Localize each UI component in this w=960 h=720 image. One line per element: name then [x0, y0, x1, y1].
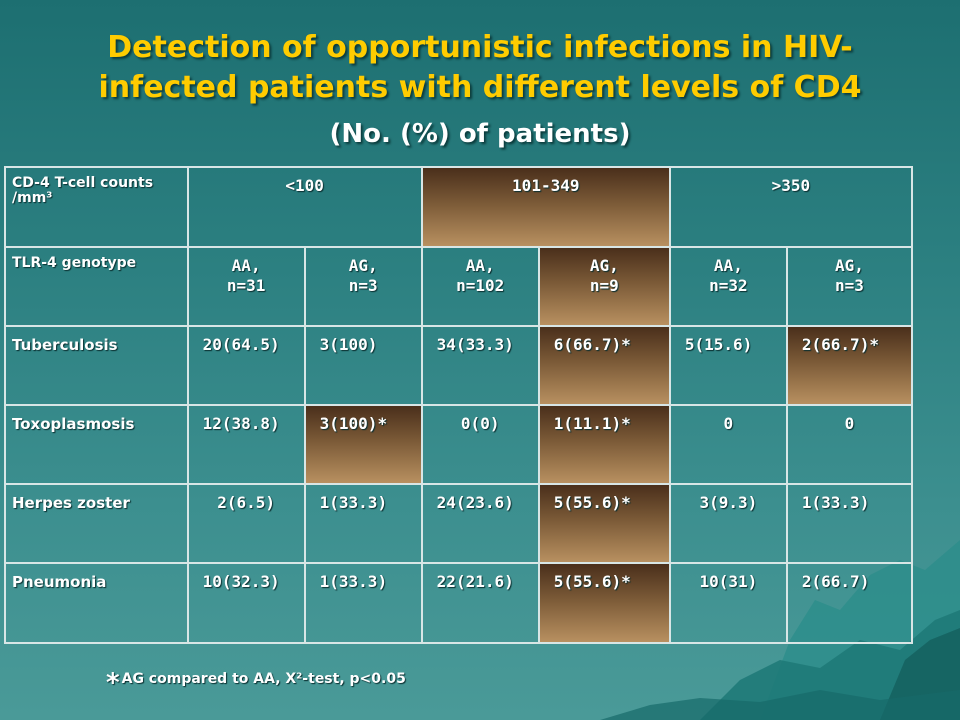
- table-cell: 10(32.3): [186, 562, 306, 644]
- table-cell: 10(31): [668, 562, 788, 644]
- footnote: * AG compared to AA, X²-test, p<0.05: [106, 668, 406, 698]
- slide-subtitle: (No. (%) of patients): [329, 119, 631, 149]
- table-cell: 3(100): [303, 325, 423, 406]
- table-cell: 0: [785, 404, 914, 485]
- title-line-1: Detection of opportunistic infections in…: [107, 30, 853, 65]
- table-cell: 20(64.5): [186, 325, 306, 406]
- genotype-count: n=31: [226, 276, 266, 295]
- genotype-cell: AG, n=3: [303, 246, 423, 327]
- genotype-row: TLR-4 genotype AA, n=31 AG, n=3 AA, n=102 A…: [4, 246, 914, 327]
- genotype-name: AA,: [231, 256, 261, 275]
- group-header-over-350: >350: [668, 166, 914, 248]
- table-cell: 0: [668, 404, 788, 485]
- table-cell: 3(100)*: [303, 404, 423, 485]
- infection-table: CD-4 T-cell counts /mm³ <100 101-349 >35…: [4, 166, 914, 644]
- table-cell: 6(66.7)*: [537, 325, 671, 406]
- table-cell: 1(33.3): [303, 562, 423, 644]
- group-header-under-100: <100: [186, 166, 423, 248]
- title-line-2: infected patients with different levels …: [98, 70, 862, 105]
- header-row: CD-4 T-cell counts /mm³ <100 101-349 >35…: [4, 166, 914, 248]
- table-row: Herpes zoster 2(6.5) 1(33.3) 24(23.6) 5(…: [4, 483, 914, 564]
- group-header-101-349: 101-349: [420, 166, 671, 248]
- table-cell: 3(9.3): [668, 483, 788, 564]
- table-row: Tuberculosis 20(64.5) 3(100) 34(33.3) 6(…: [4, 325, 914, 406]
- table-cell: 2(6.5): [186, 483, 306, 564]
- genotype-label: TLR-4 genotype: [4, 246, 189, 327]
- table-cell: 2(66.7): [785, 562, 914, 644]
- table-cell: 5(15.6): [668, 325, 788, 406]
- genotype-name: AA,: [713, 256, 743, 275]
- table-cell: 1(33.3): [785, 483, 914, 564]
- table-cell: 24(23.6): [420, 483, 540, 564]
- row-label: Tuberculosis: [4, 325, 189, 406]
- genotype-count: n=32: [709, 276, 748, 295]
- genotype-count: n=9: [589, 276, 619, 295]
- asterisk-icon: *: [106, 668, 120, 698]
- table-cell: 12(38.8): [186, 404, 306, 485]
- row-label: Toxoplasmosis: [4, 404, 189, 485]
- table-cell: 1(11.1)*: [537, 404, 671, 485]
- genotype-count: n=3: [348, 276, 378, 295]
- table-row: Toxoplasmosis 12(38.8) 3(100)* 0(0) 1(11…: [4, 404, 914, 485]
- genotype-cell: AA, n=31: [186, 246, 306, 327]
- genotype-cell: AA, n=32: [668, 246, 788, 327]
- table-cell: 0(0): [420, 404, 540, 485]
- row-label: Pneumonia: [4, 562, 189, 644]
- table-cell: 34(33.3): [420, 325, 540, 406]
- cd4-header-label: CD-4 T-cell counts /mm³: [4, 166, 189, 248]
- table-cell: 5(55.6)*: [537, 562, 671, 644]
- footnote-text: AG compared to AA, X²-test, p<0.05: [121, 671, 406, 687]
- genotype-count: n=3: [834, 276, 864, 295]
- genotype-name: AG,: [834, 256, 864, 275]
- genotype-cell: AG, n=9: [537, 246, 671, 327]
- genotype-count: n=102: [456, 276, 505, 295]
- genotype-name: AG,: [589, 256, 619, 275]
- genotype-name: AG,: [348, 256, 378, 275]
- genotype-name: AA,: [465, 256, 495, 275]
- row-label: Herpes zoster: [4, 483, 189, 564]
- table-row: Pneumonia 10(32.3) 1(33.3) 22(21.6) 5(55…: [4, 562, 914, 644]
- table-cell: 2(66.7)*: [785, 325, 914, 406]
- slide-title: Detection of opportunistic infections in…: [0, 28, 960, 108]
- table-cell: 5(55.6)*: [537, 483, 671, 564]
- table-cell: 22(21.6): [420, 562, 540, 644]
- genotype-cell: AA, n=102: [420, 246, 540, 327]
- genotype-cell: AG, n=3: [785, 246, 914, 327]
- table-cell: 1(33.3): [303, 483, 423, 564]
